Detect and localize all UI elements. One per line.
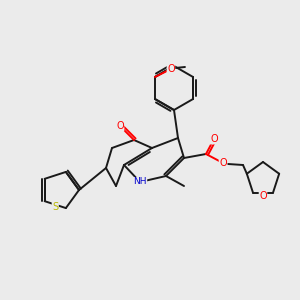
Text: O: O xyxy=(210,134,218,144)
Text: S: S xyxy=(52,202,58,212)
Text: O: O xyxy=(167,64,175,74)
Text: O: O xyxy=(116,121,124,131)
Text: NH: NH xyxy=(133,178,147,187)
Text: O: O xyxy=(219,158,227,168)
Text: O: O xyxy=(259,191,267,201)
